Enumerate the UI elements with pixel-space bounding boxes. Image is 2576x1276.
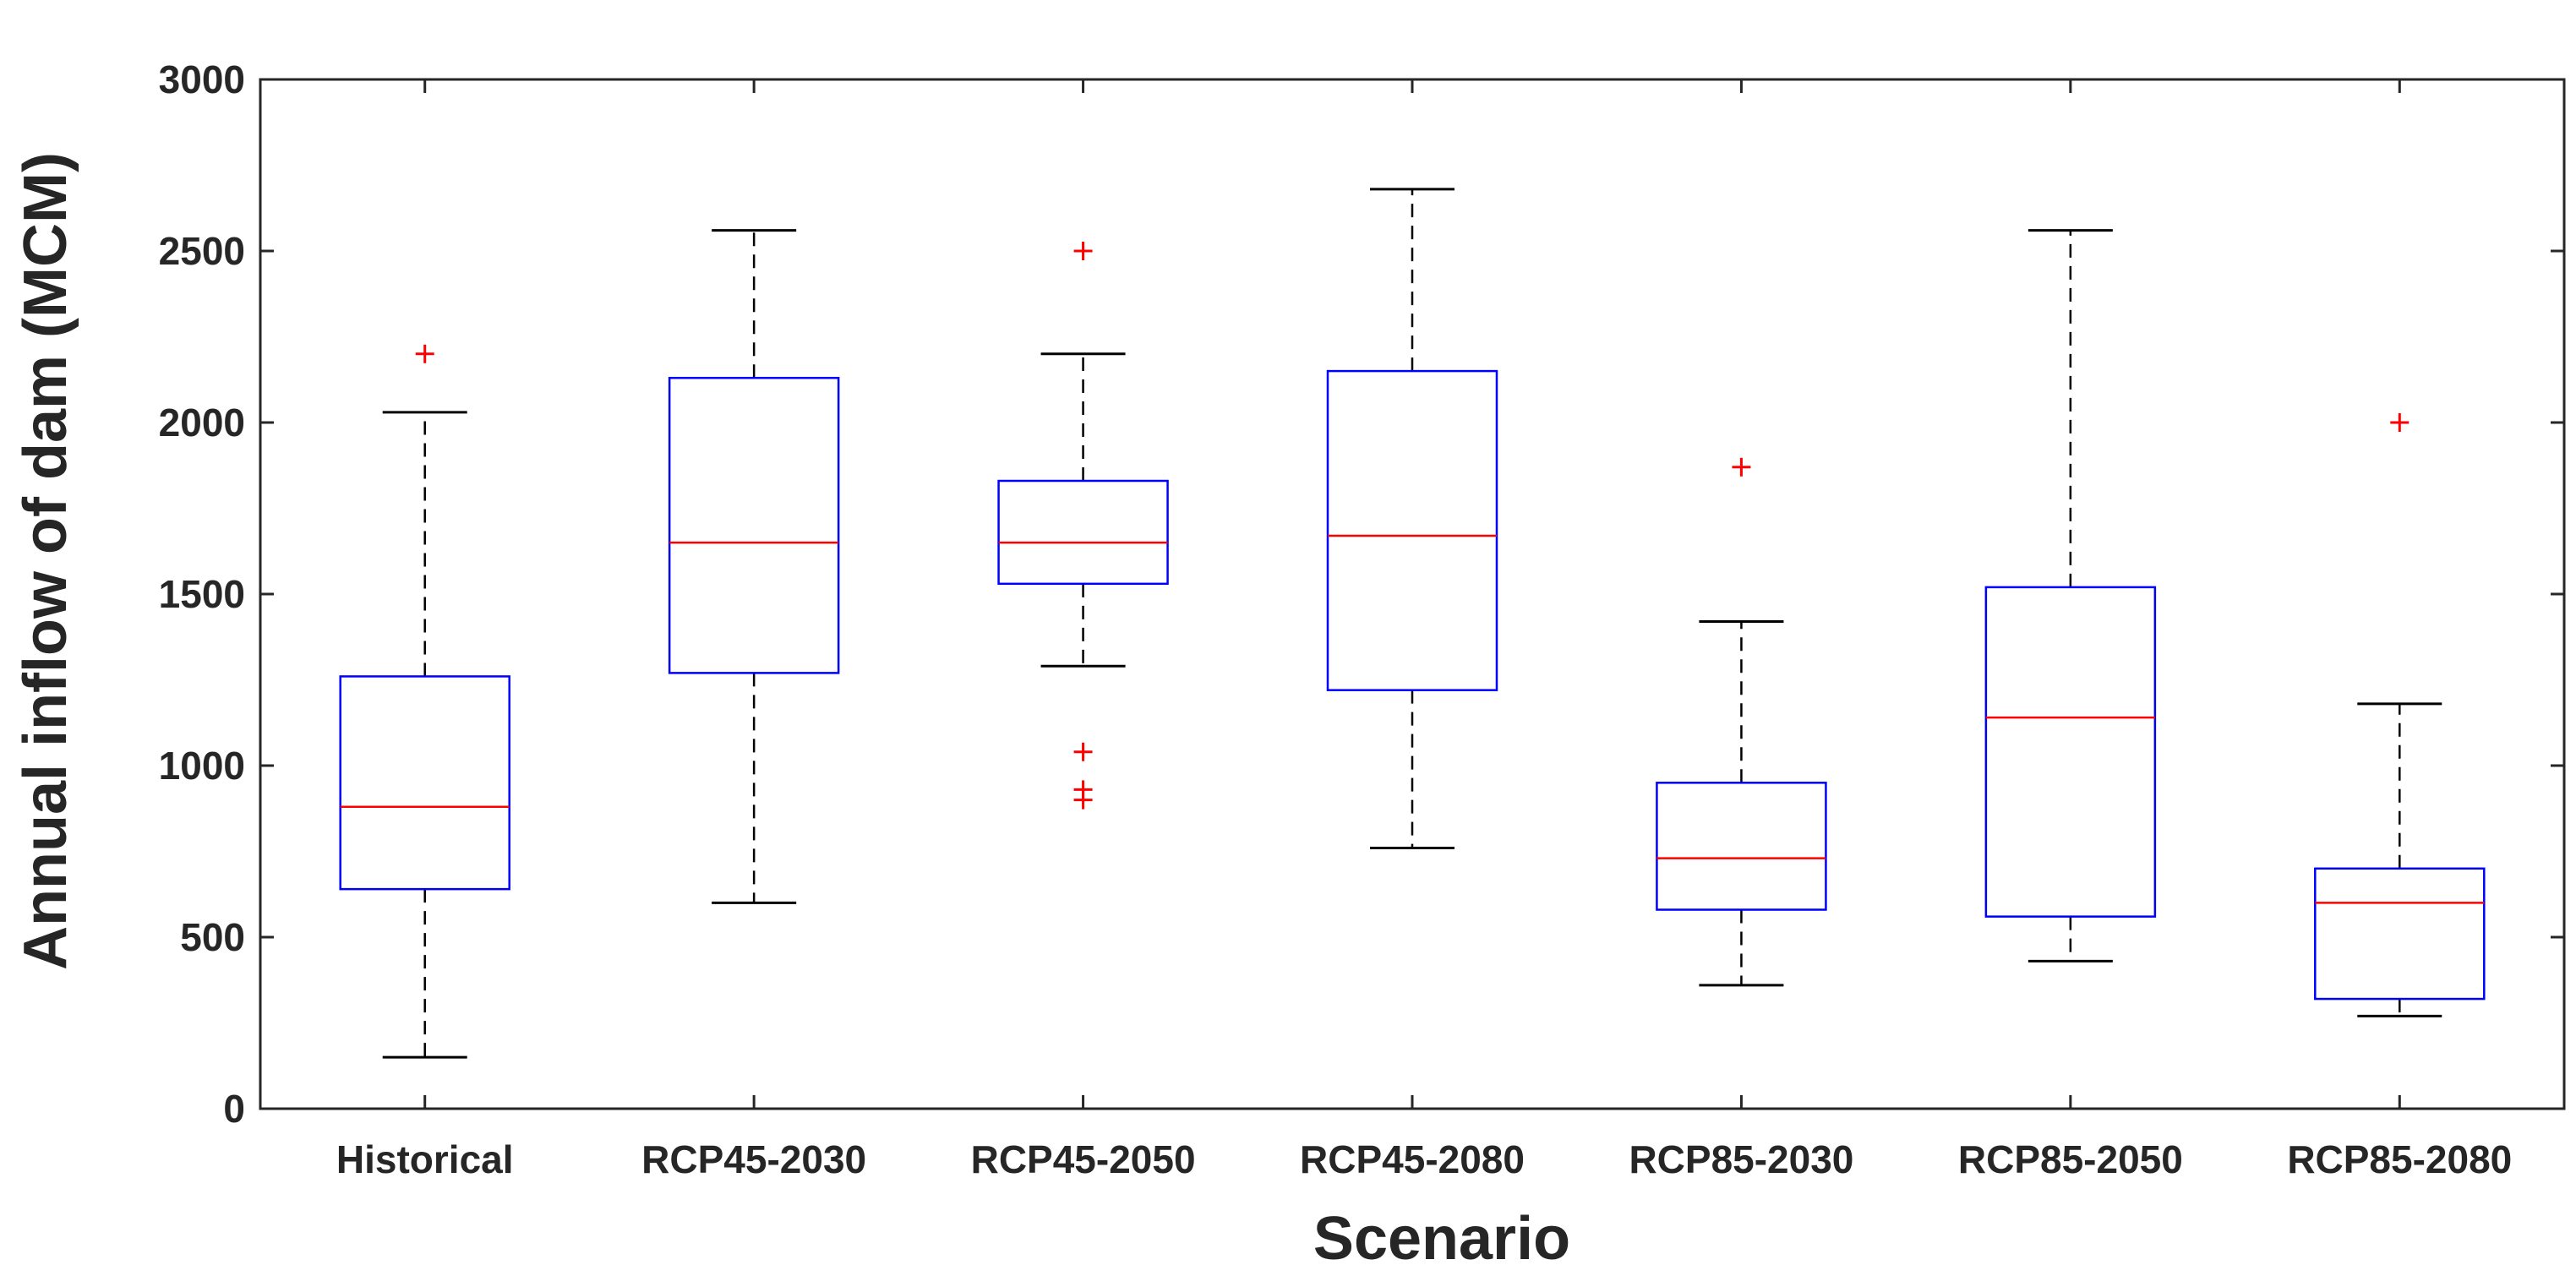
iqr-box: [1984, 586, 2157, 918]
x-tick-label: RCP85-2050: [1958, 1137, 2183, 1181]
y-tick-label: 0: [223, 1087, 245, 1131]
y-tick-label: 2500: [159, 229, 245, 273]
outlier-marker: [415, 344, 434, 363]
y-tick-label: 500: [180, 915, 245, 959]
x-tick-label: RCP45-2080: [1300, 1137, 1525, 1181]
box-group: [1326, 188, 1498, 849]
x-tick-label: RCP85-2030: [1629, 1137, 1853, 1181]
box-group: [2314, 413, 2486, 1017]
iqr-box: [668, 376, 840, 674]
iqr-box: [1656, 782, 1827, 911]
box-group: [339, 344, 510, 1059]
y-tick-label: 1000: [159, 744, 245, 788]
iqr-box: [1326, 369, 1498, 691]
box-group: [997, 242, 1169, 810]
y-tick-label: 2000: [159, 401, 245, 444]
y-tick-label: 1500: [159, 572, 245, 616]
outlier-marker: [2390, 413, 2410, 432]
x-tick-label: RCP45-2030: [641, 1137, 866, 1181]
y-axis-title: Annual inflow of dam (MCM): [12, 152, 79, 970]
outlier-marker: [1073, 242, 1093, 260]
x-tick-label: RCP45-2050: [971, 1137, 1196, 1181]
x-axis-title: Scenario: [1313, 1205, 1570, 1273]
x-tick-label: Historical: [336, 1137, 514, 1181]
box-group: [668, 229, 840, 904]
outlier-marker: [1073, 790, 1093, 810]
y-tick-label: 3000: [159, 57, 245, 101]
y-axis: 0 500 1000 1500 2000 2500 3000: [159, 57, 2564, 1131]
outlier-marker: [1073, 742, 1093, 761]
outlier-marker: [1732, 457, 1751, 477]
iqr-box: [339, 675, 510, 891]
plot-area: [259, 78, 2566, 1110]
iqr-box: [997, 479, 1169, 586]
iqr-box: [2314, 867, 2486, 1001]
x-tick-label: RCP85-2080: [2287, 1137, 2512, 1181]
box-group: [1984, 229, 2157, 962]
x-axis: Historical RCP45-2030 RCP45-2050 RCP45-2080…: [336, 79, 2512, 1181]
box-group: [1656, 457, 1827, 987]
